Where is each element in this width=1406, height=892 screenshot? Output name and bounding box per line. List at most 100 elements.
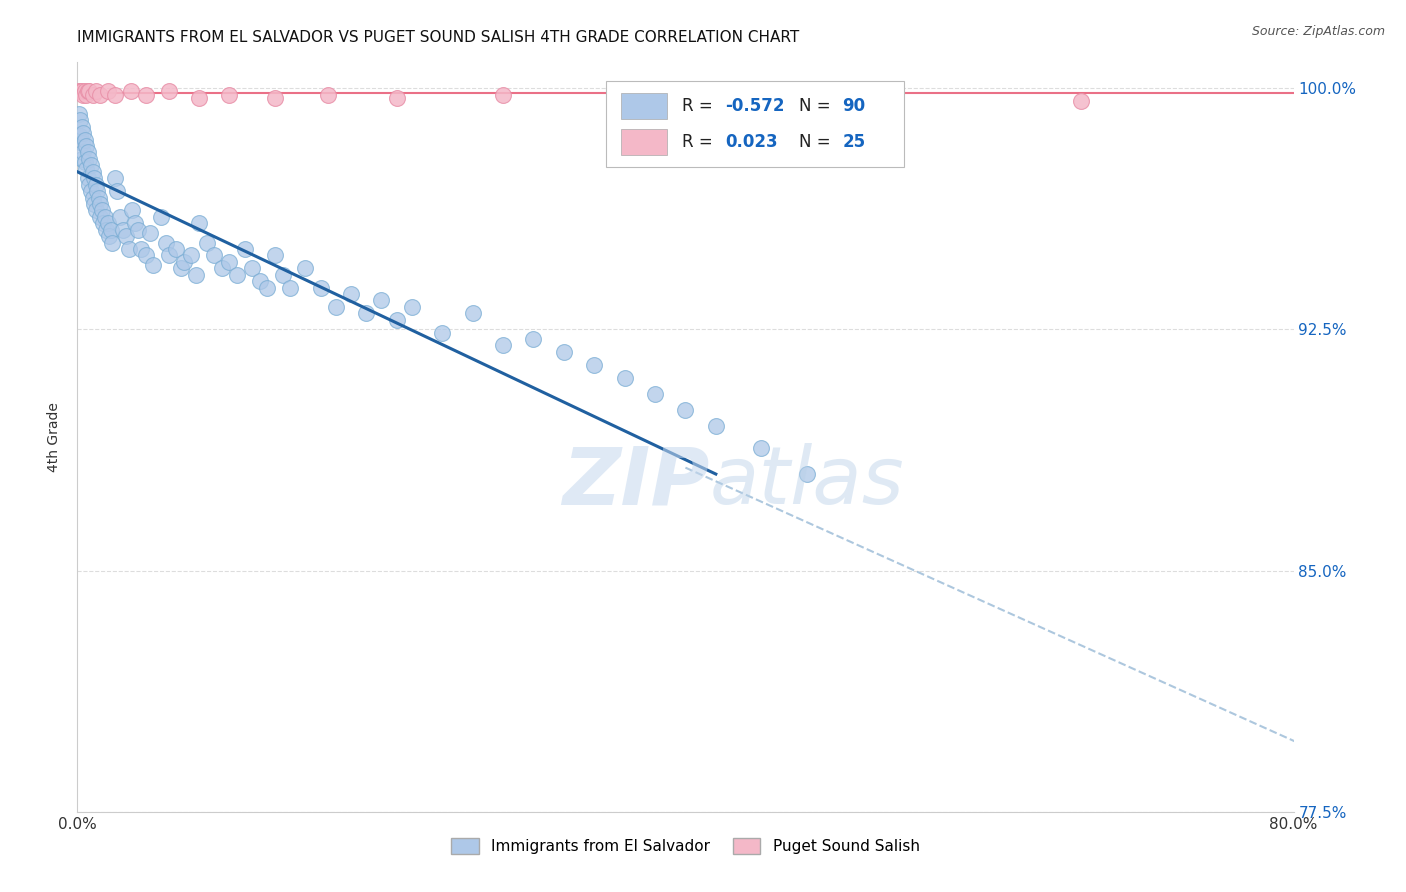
Text: -0.572: -0.572 (725, 97, 785, 115)
Point (89, 87, 111, 102)
FancyBboxPatch shape (606, 81, 904, 168)
Point (84, 203, 107, 218)
Point (195, 235, 218, 250)
Text: R =: R = (682, 133, 718, 151)
Text: N =: N = (799, 97, 835, 115)
Point (583, 358, 606, 372)
Point (173, 255, 195, 269)
Point (72, 145, 94, 160)
Text: IMMIGRANTS FROM EL SALVADOR VS PUGET SOUND SALISH 4TH GRADE CORRELATION CHART: IMMIGRANTS FROM EL SALVADOR VS PUGET SOU… (77, 29, 800, 45)
Point (75, 139, 97, 153)
Point (430, 326, 453, 340)
Point (84, 178, 107, 192)
Point (104, 171, 127, 186)
Point (80, 158, 103, 172)
Point (704, 418, 727, 433)
Point (1070, 94, 1092, 108)
Point (120, 84, 142, 98)
Point (249, 274, 271, 288)
Point (72, 87, 94, 102)
Point (105, 184, 128, 198)
Point (751, 442, 773, 456)
Text: R =: R = (682, 97, 718, 115)
Point (82, 87, 104, 102)
Point (82, 165, 104, 179)
Point (93, 210, 115, 224)
Point (675, 402, 697, 417)
Point (135, 248, 157, 262)
Point (184, 268, 207, 282)
Text: Source: ZipAtlas.com: Source: ZipAtlas.com (1251, 25, 1385, 38)
Point (188, 91, 211, 105)
Point (492, 87, 515, 102)
Point (149, 210, 172, 224)
Point (70, 152, 93, 166)
Point (129, 242, 152, 256)
Point (142, 258, 165, 272)
Point (226, 268, 249, 282)
Point (264, 91, 287, 105)
Point (135, 87, 157, 102)
Point (492, 338, 515, 352)
Point (278, 280, 301, 294)
Point (121, 203, 143, 218)
Text: 90: 90 (842, 97, 866, 115)
Point (124, 216, 146, 230)
Legend: Immigrants from El Salvador, Puget Sound Salish: Immigrants from El Salvador, Puget Sound… (446, 832, 925, 860)
Point (79, 84, 101, 98)
Point (70, 84, 93, 98)
Point (73, 133, 96, 147)
Point (97, 84, 120, 98)
Point (72, 126, 94, 140)
Point (644, 386, 666, 401)
Point (84, 84, 107, 98)
Point (139, 226, 162, 240)
Point (354, 306, 377, 320)
Point (233, 242, 256, 256)
Point (218, 255, 240, 269)
Point (522, 332, 544, 346)
Point (118, 242, 141, 256)
Point (127, 222, 149, 236)
Point (202, 248, 225, 262)
Point (73, 155, 96, 169)
Point (385, 91, 408, 105)
Text: atlas: atlas (710, 443, 904, 521)
Point (165, 242, 187, 256)
Point (155, 235, 177, 250)
Point (211, 261, 233, 276)
Point (83, 197, 105, 211)
Point (796, 467, 818, 481)
Point (90, 203, 112, 218)
Point (69, 129, 91, 144)
Point (91, 216, 114, 230)
Point (79, 152, 101, 166)
Point (240, 261, 263, 276)
Point (461, 306, 484, 320)
Point (83, 171, 105, 186)
Point (340, 287, 363, 301)
Point (628, 91, 651, 105)
Point (73, 84, 96, 98)
Point (170, 261, 193, 276)
Point (108, 210, 131, 224)
Point (96, 222, 118, 236)
Point (79, 178, 101, 192)
Y-axis label: 4th Grade: 4th Grade (48, 402, 62, 472)
Text: ZIP: ZIP (562, 443, 710, 521)
Point (385, 312, 408, 326)
Point (69, 84, 91, 98)
Point (856, 87, 879, 102)
Point (98, 229, 121, 244)
Point (370, 293, 392, 308)
Point (316, 87, 339, 102)
Point (256, 280, 278, 294)
Point (89, 197, 111, 211)
Point (294, 261, 316, 276)
Text: N =: N = (799, 133, 835, 151)
Point (67, 84, 90, 98)
Point (77, 84, 100, 98)
Point (325, 300, 347, 314)
Point (89, 210, 111, 224)
Point (157, 248, 180, 262)
